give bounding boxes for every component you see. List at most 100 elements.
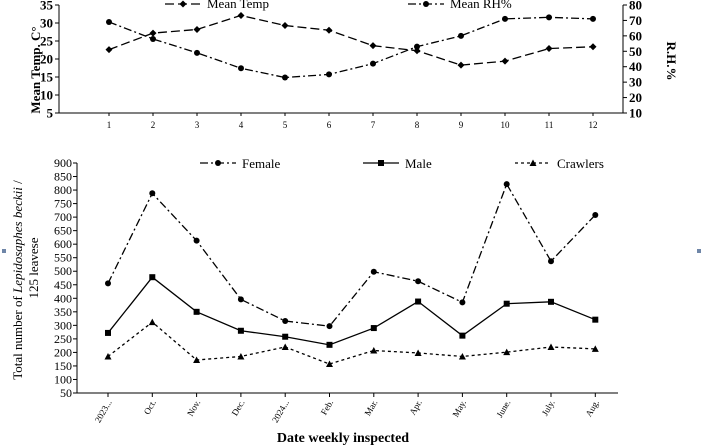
bottom-y-tick-label: 550 — [54, 251, 72, 265]
top-y-axis-title: Mean Temp. C° — [28, 26, 43, 113]
top-right-tick-label: 20 — [629, 90, 642, 105]
bottom-point-male — [193, 308, 200, 315]
bottom-y-tick-label: 450 — [54, 278, 72, 292]
bottom-legend-label-male: Male — [405, 156, 432, 171]
bottom-x-tick-label: Mar. — [362, 398, 379, 418]
bottom-point-female — [105, 280, 111, 287]
top-point-mean-rh — [282, 74, 288, 81]
top-point-mean-rh — [502, 15, 508, 22]
top-point-mean-temp — [501, 57, 509, 65]
top-point-mean-rh — [414, 43, 420, 50]
bottom-point-male — [105, 329, 111, 336]
top-left-tick-label: 20 — [40, 52, 53, 67]
top-point-mean-temp — [325, 26, 333, 34]
top-series-line-mean-temp — [108, 14, 594, 66]
top-point-mean-temp — [105, 46, 113, 54]
top-point-mean-temp — [457, 61, 465, 69]
top-point-mean-rh — [238, 65, 244, 72]
bottom-x-tick-label: May. — [450, 398, 468, 419]
top-legend-marker-mean-rh — [423, 1, 429, 7]
bottom-point-female — [237, 296, 244, 303]
bottom-y-tick-label: 50 — [60, 386, 72, 400]
top-series-line-mean-rh — [108, 16, 594, 79]
top-right-tick-label: 10 — [629, 106, 642, 121]
top-point-mean-rh — [326, 71, 332, 78]
top-y2-axis-title: R.H.% — [664, 42, 679, 81]
top-right-tick-label: 40 — [629, 59, 642, 74]
top-legend-label-mean-temp: Mean Temp — [207, 0, 269, 11]
bottom-point-crawlers — [591, 345, 599, 352]
bottom-point-female — [503, 181, 510, 188]
bottom-point-crawlers — [237, 352, 245, 360]
bottom-x-tick-label: Dec. — [230, 398, 247, 418]
bottom-point-crawlers — [503, 348, 511, 356]
top-right-tick-label: 30 — [629, 75, 642, 90]
top-x-tick-label: 1 — [107, 120, 112, 130]
bottom-point-crawlers — [148, 318, 156, 326]
bottom-y-tick-label: 300 — [54, 318, 72, 332]
bottom-x-tick-label: Oct. — [142, 398, 158, 416]
bottom-point-female — [282, 318, 289, 325]
bottom-y-tick-label: 500 — [54, 264, 72, 278]
bottom-point-female — [326, 323, 333, 330]
top-x-tick-label: 6 — [327, 120, 332, 130]
bottom-point-male — [149, 274, 156, 281]
top-point-mean-temp — [589, 43, 597, 51]
bottom-x-axis-title: Date weekly inspected — [277, 431, 409, 446]
top-point-mean-rh — [546, 14, 552, 21]
bottom-point-male — [459, 332, 466, 339]
bottom-point-male — [592, 316, 599, 323]
bottom-legend-marker-female — [215, 160, 221, 166]
bottom-y-tick-label: 150 — [54, 359, 72, 373]
bottom-y-axis-title-species: Lepidosaphes beckii — [10, 187, 25, 294]
bottom-point-male — [282, 333, 289, 340]
top-x-tick-label: 3 — [195, 120, 200, 130]
top-point-mean-rh — [194, 49, 200, 56]
top-right-tick-label: 60 — [629, 28, 642, 43]
bottom-y-tick-label: 900 — [54, 156, 72, 170]
top-legend-label-mean-rh: Mean RH% — [450, 0, 512, 11]
top-legend-marker-mean-temp — [179, 0, 187, 8]
top-x-tick-label: 9 — [459, 120, 464, 130]
top-left-tick-label: 25 — [40, 34, 54, 49]
bottom-legend-marker-crawlers — [529, 159, 537, 166]
bottom-y-tick-label: 100 — [54, 372, 72, 386]
bottom-y-tick-label: 650 — [54, 224, 72, 238]
top-right-tick-label: 50 — [629, 44, 642, 59]
bottom-y-tick-label: 750 — [54, 197, 72, 211]
bottom-point-female — [415, 278, 422, 285]
top-point-mean-rh — [458, 32, 464, 39]
bottom-point-crawlers — [414, 349, 422, 356]
bottom-point-crawlers — [326, 360, 333, 368]
bottom-point-female — [370, 268, 377, 275]
bottom-y-axis-title-slash: / — [10, 180, 25, 187]
bottom-point-female — [592, 211, 599, 218]
bottom-x-tick-label: Feb. — [319, 398, 336, 417]
bottom-y-tick-label: 600 — [54, 237, 72, 251]
bottom-point-crawlers — [281, 343, 289, 350]
bottom-point-male — [415, 298, 422, 305]
bottom-point-crawlers — [104, 352, 112, 360]
left-edge-marker — [2, 249, 6, 253]
bottom-y-axis-title-text: Total number of — [10, 293, 25, 380]
top-left-tick-label: 30 — [40, 16, 53, 31]
bottom-x-tick-label: Aug. — [583, 398, 601, 418]
top-x-tick-label: 4 — [239, 120, 244, 130]
bottom-series-line-female — [107, 182, 596, 327]
bottom-x-tick-label: June. — [494, 398, 512, 419]
right-edge-marker — [697, 249, 701, 253]
bottom-x-tick-label: July. — [540, 398, 557, 417]
bottom-y-axis-title-line2: 125 leavese — [26, 237, 41, 298]
bottom-y-tick-label: 200 — [54, 345, 72, 359]
top-right-tick-label: 80 — [629, 0, 642, 13]
top-point-mean-temp — [237, 11, 245, 19]
bottom-x-tick-label: 2023... — [93, 398, 114, 424]
top-point-mean-rh — [106, 18, 112, 25]
top-right-tick-label: 70 — [629, 13, 642, 28]
top-x-tick-label: 2 — [151, 120, 156, 130]
bottom-chart: 5010015020025030035040045050055060065070… — [10, 156, 618, 446]
top-x-tick-label: 10 — [501, 120, 511, 130]
bottom-y-tick-label: 350 — [54, 305, 72, 319]
